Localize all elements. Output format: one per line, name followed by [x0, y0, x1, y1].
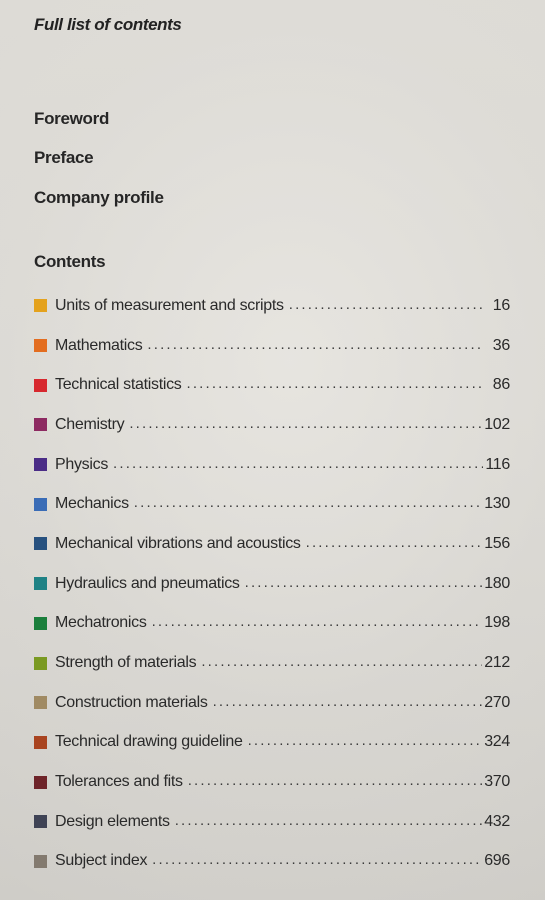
toc-entry: Mechanics 130 — [34, 484, 510, 524]
contents-label: Contents — [34, 252, 106, 271]
toc-entry-page-number: 324 — [484, 733, 510, 751]
toc-entry: Technical statistics 86 — [34, 365, 510, 405]
toc-entry: Mechatronics 198 — [34, 604, 510, 644]
toc-entry-page-number: 696 — [484, 852, 510, 870]
chapter-color-swatch — [34, 696, 47, 710]
toc-entry-title: Technical statistics — [55, 376, 182, 394]
toc-entry-page-number: 432 — [484, 812, 510, 830]
toc-entry-page-number: 116 — [485, 455, 510, 473]
toc-entry-title: Strength of materials — [55, 654, 197, 672]
dot-leader — [289, 295, 484, 315]
toc-entry-title: Physics — [55, 455, 109, 473]
toc-entry: Physics 116 — [34, 445, 510, 485]
toc-entry: Technical drawing guideline 324 — [34, 723, 510, 763]
toc-entry: Hydraulics and pneumatics 180 — [34, 564, 510, 604]
dot-leader — [306, 533, 483, 553]
chapter-color-swatch — [34, 735, 47, 749]
toc-entry-title: Technical drawing guideline — [55, 733, 243, 751]
toc-entry-title: Mechanics — [55, 495, 129, 513]
toc-entry-title: Mathematics — [55, 336, 143, 354]
dot-leader — [113, 454, 483, 474]
chapter-color-swatch — [34, 418, 47, 432]
dot-leader — [129, 414, 482, 434]
chapter-color-swatch — [34, 815, 47, 829]
chapter-color-swatch — [34, 656, 47, 670]
toc-entry-title: Hydraulics and pneumatics — [55, 574, 240, 592]
dot-leader — [187, 374, 485, 394]
table-of-contents: Units of measurement and scripts 16 Mathem… — [34, 286, 510, 881]
chapter-color-swatch — [34, 775, 47, 789]
chapter-color-swatch — [34, 854, 47, 868]
dot-leader — [248, 731, 483, 751]
toc-entry-title: Mechatronics — [55, 614, 147, 632]
chapter-color-swatch — [34, 339, 47, 353]
toc-entry: Tolerances and fits 370 — [34, 762, 510, 802]
toc-entry-page-number: 36 — [492, 336, 511, 354]
toc-entry-title: Mechanical vibrations and acoustics — [55, 534, 301, 552]
toc-entry-page-number: 212 — [484, 654, 510, 672]
toc-entry: Subject index 696 — [34, 842, 510, 882]
toc-entry-page-number: 16 — [492, 296, 511, 314]
chapter-color-swatch — [34, 378, 47, 392]
front-matter-company-profile: Company profile — [34, 188, 164, 207]
toc-entry-title: Subject index — [55, 852, 148, 870]
dot-leader — [147, 335, 484, 355]
toc-entry: Construction materials 270 — [34, 683, 510, 723]
toc-entry: Design elements 432 — [34, 802, 510, 842]
chapter-color-swatch — [34, 616, 47, 630]
toc-entry-title: Design elements — [55, 812, 170, 830]
chapter-color-swatch — [34, 497, 47, 511]
toc-entry-page-number: 156 — [484, 534, 510, 552]
front-matter-foreword: Foreword — [34, 109, 110, 128]
toc-entry-title: Construction materials — [55, 693, 208, 711]
chapter-color-swatch — [34, 537, 47, 551]
chapter-color-swatch — [34, 458, 47, 472]
toc-entry-title: Chemistry — [55, 415, 125, 433]
chapter-color-swatch — [34, 299, 47, 313]
dot-leader — [213, 692, 483, 712]
dot-leader — [152, 612, 483, 632]
toc-entry: Chemistry 102 — [34, 405, 510, 445]
dot-leader — [245, 573, 483, 593]
chapter-color-swatch — [34, 577, 47, 591]
dot-leader — [188, 771, 482, 791]
toc-entry-title: Units of measurement and scripts — [55, 296, 284, 314]
toc-entry-page-number: 180 — [484, 574, 510, 592]
toc-entry-page-number: 102 — [484, 415, 510, 433]
toc-entry-title: Tolerances and fits — [55, 773, 183, 791]
dot-leader — [175, 811, 483, 831]
front-matter-preface: Preface — [34, 148, 94, 167]
toc-entry-page-number: 130 — [484, 495, 510, 513]
page-heading: Full list of contents — [34, 15, 182, 34]
toc-entry: Mathematics 36 — [34, 326, 510, 366]
toc-entry-page-number: 370 — [484, 773, 510, 791]
dot-leader — [134, 493, 482, 513]
dot-leader — [152, 850, 482, 870]
toc-entry: Strength of materials 212 — [34, 643, 510, 683]
toc-entry: Mechanical vibrations and acoustics 156 — [34, 524, 510, 564]
dot-leader — [201, 652, 482, 672]
toc-entry: Units of measurement and scripts 16 — [34, 286, 510, 326]
toc-entry-page-number: 270 — [484, 693, 510, 711]
toc-entry-page-number: 86 — [492, 376, 511, 394]
toc-entry-page-number: 198 — [484, 614, 510, 632]
